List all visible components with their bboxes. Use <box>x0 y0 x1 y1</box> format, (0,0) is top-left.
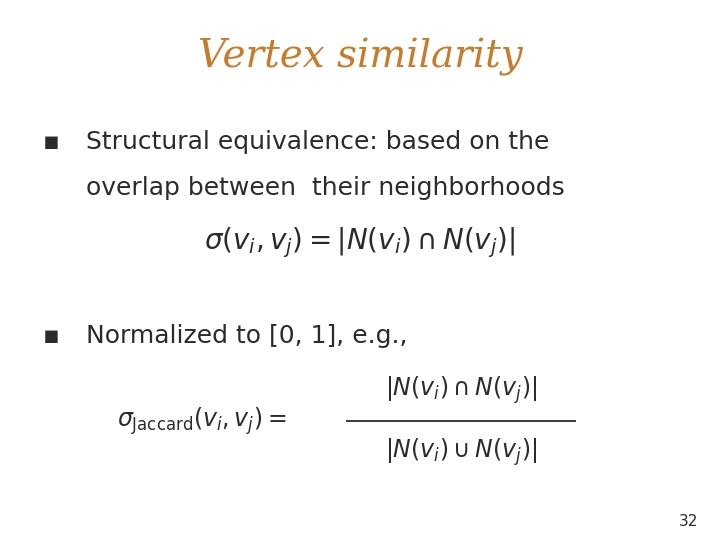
Text: $\sigma_{\mathrm{Jaccard}}(v_i, v_j) =$: $\sigma_{\mathrm{Jaccard}}(v_i, v_j) =$ <box>117 406 287 437</box>
Text: Vertex similarity: Vertex similarity <box>197 38 523 76</box>
Text: ▪: ▪ <box>43 130 60 153</box>
Text: $|N(v_i) \cup N(v_j)|$: $|N(v_i) \cup N(v_j)|$ <box>384 437 537 468</box>
Text: Structural equivalence: based on the: Structural equivalence: based on the <box>86 130 550 153</box>
Text: $\sigma(v_i, v_j) = |N(v_i) \cap N(v_j)|$: $\sigma(v_i, v_j) = |N(v_i) \cap N(v_j)|… <box>204 226 516 260</box>
Text: 32: 32 <box>679 514 698 529</box>
Text: ▪: ▪ <box>43 324 60 348</box>
Text: Normalized to [0, 1], e.g.,: Normalized to [0, 1], e.g., <box>86 324 408 348</box>
Text: overlap between  their neighborhoods: overlap between their neighborhoods <box>86 176 565 199</box>
Text: $|N(v_i) \cap N(v_j)|$: $|N(v_i) \cap N(v_j)|$ <box>384 374 537 406</box>
